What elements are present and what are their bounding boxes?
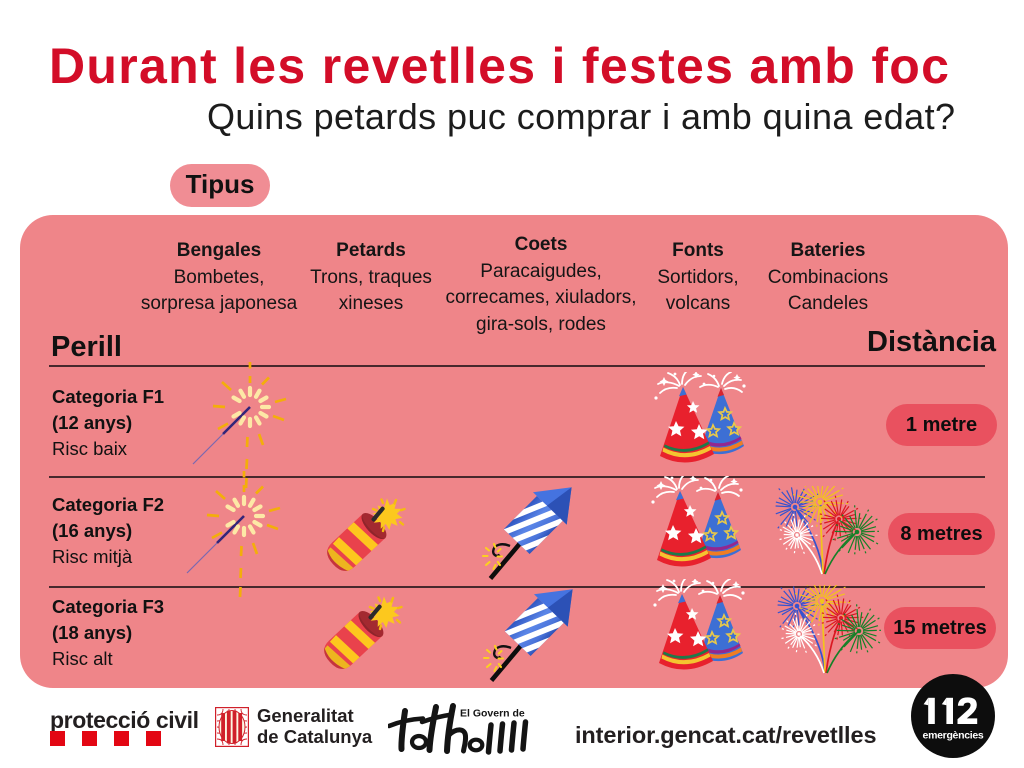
svg-text:El Govern de: El Govern de — [460, 708, 525, 720]
svg-text:emergències: emergències — [923, 730, 984, 742]
